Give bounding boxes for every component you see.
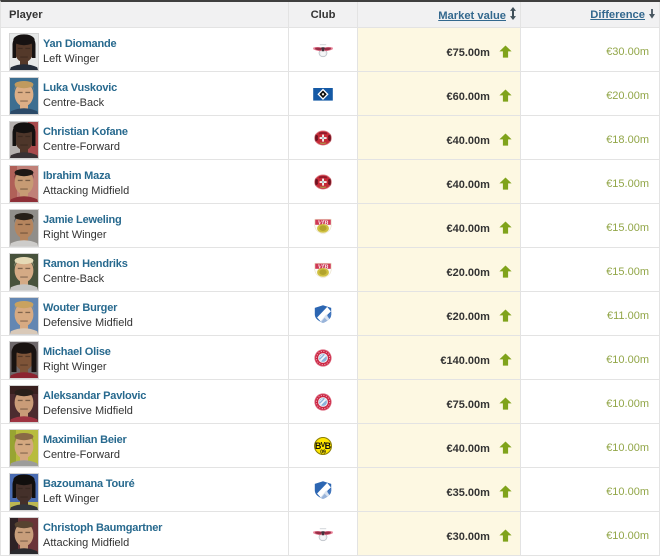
svg-text:B: B (315, 441, 322, 451)
svg-text:09: 09 (320, 449, 326, 455)
svg-text:VfB: VfB (318, 219, 329, 226)
svg-text:V: V (321, 442, 326, 449)
svg-text:VfB: VfB (318, 263, 329, 270)
svg-text:B: B (325, 441, 332, 451)
